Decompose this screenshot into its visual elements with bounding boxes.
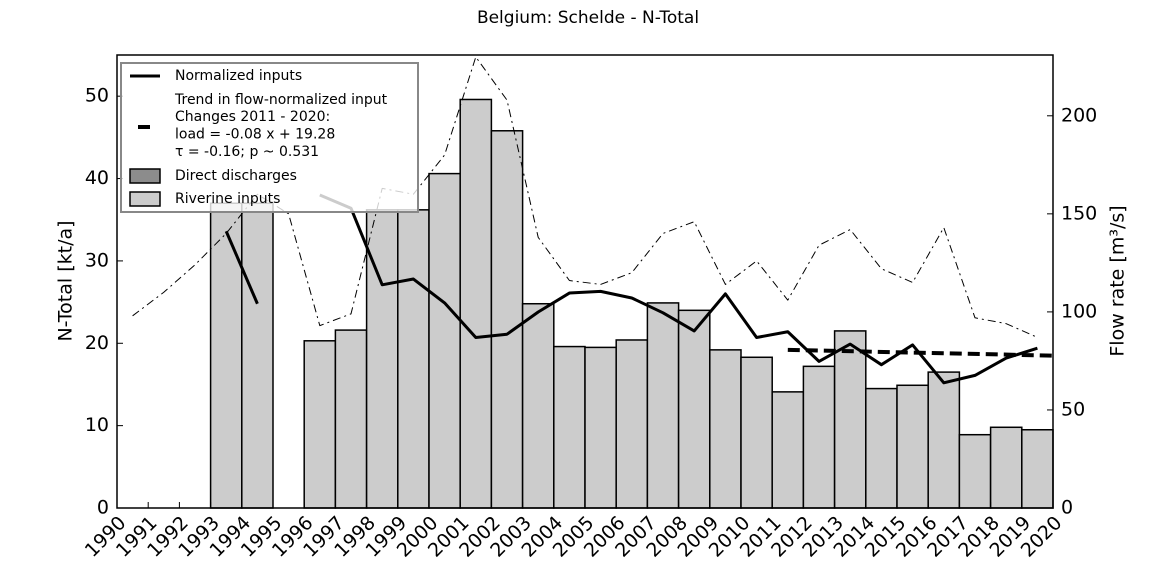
legend-box (120, 62, 419, 213)
bar (677, 309, 711, 509)
legend-label: Trend in flow-normalized input (174, 92, 388, 108)
bar (209, 202, 243, 509)
bar (1021, 429, 1054, 509)
y-tick-label: 0 (97, 497, 109, 519)
bar (833, 330, 867, 509)
bar (241, 202, 274, 509)
bar (646, 302, 680, 509)
bar (989, 426, 1023, 509)
legend-note: load = -0.08 x + 19.28 (175, 127, 335, 143)
legend-note: τ = -0.16; p ~ 0.531 (175, 144, 319, 160)
bar (428, 172, 461, 509)
bar (927, 371, 961, 509)
legend-label: Riverine inputs (175, 191, 280, 207)
bar (553, 345, 586, 509)
bar (896, 384, 929, 509)
legend-swatch (129, 168, 161, 184)
line-series (224, 230, 259, 305)
y-tick-label: 50 (85, 85, 109, 107)
bar (303, 340, 337, 509)
bar (771, 391, 805, 509)
bar (709, 349, 742, 509)
legend: Normalized inputs Trend in flow-normalize… (120, 62, 419, 213)
y2-tick-label: 0 (1061, 497, 1073, 519)
bar (459, 98, 493, 509)
bar (521, 302, 555, 509)
line-series (787, 347, 1053, 358)
y2-tick-label: 200 (1061, 104, 1097, 126)
y-tick-label: 20 (85, 332, 109, 354)
y2-tick-label: 50 (1061, 398, 1085, 420)
y-tick-label: 30 (85, 249, 109, 271)
legend-note: Changes 2011 - 2020: (175, 109, 330, 125)
y-axis-label: N-Total [kt/a] (55, 220, 77, 341)
bar (802, 365, 836, 509)
bar (397, 209, 430, 509)
y-tick-label: 40 (85, 167, 109, 189)
y2-tick-label: 150 (1061, 202, 1097, 224)
bar (334, 329, 368, 509)
bar (584, 346, 617, 509)
legend-label: Direct discharges (175, 168, 297, 184)
bar (615, 339, 649, 509)
bar (865, 387, 898, 509)
y2-tick-label: 100 (1061, 300, 1097, 322)
legend-label: Normalized inputs (175, 68, 302, 84)
y2-axis-label: Flow rate [m³/s] (1107, 205, 1129, 356)
legend-swatch (129, 191, 161, 207)
y-tick-label: 10 (85, 414, 109, 436)
bar (958, 433, 992, 509)
bar (740, 356, 773, 509)
bars (209, 98, 1054, 509)
bar (490, 130, 524, 509)
chart-title: Belgium: Schelde - N-Total (477, 8, 699, 28)
